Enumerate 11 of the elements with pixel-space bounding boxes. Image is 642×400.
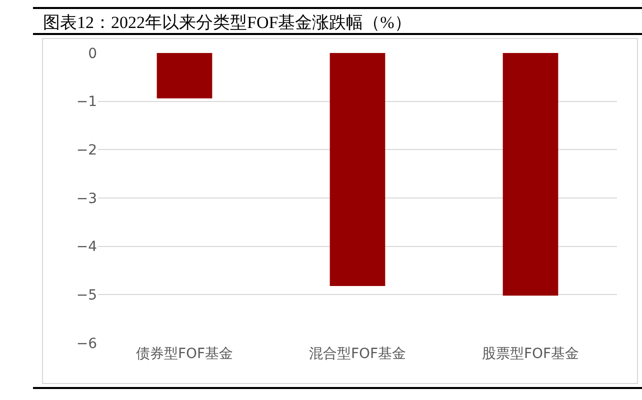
chart-title: 图表12：2022年以来分类型FOF基金涨跌幅（%） <box>33 7 642 35</box>
y-tick-label: −5 <box>76 288 97 304</box>
y-tick-label: −1 <box>76 94 97 110</box>
y-tick-label: −6 <box>76 336 98 352</box>
y-tick-label: −4 <box>76 239 98 256</box>
y-tick-label: −2 <box>76 142 97 159</box>
y-tick-label: 0 <box>88 46 97 62</box>
x-tick-label: 股票型FOF基金 <box>482 346 580 362</box>
y-tick-label: −3 <box>76 190 97 207</box>
x-tick-label: 混合型FOF基金 <box>308 346 406 362</box>
x-tick-label: 债券型FOF基金 <box>136 346 234 362</box>
